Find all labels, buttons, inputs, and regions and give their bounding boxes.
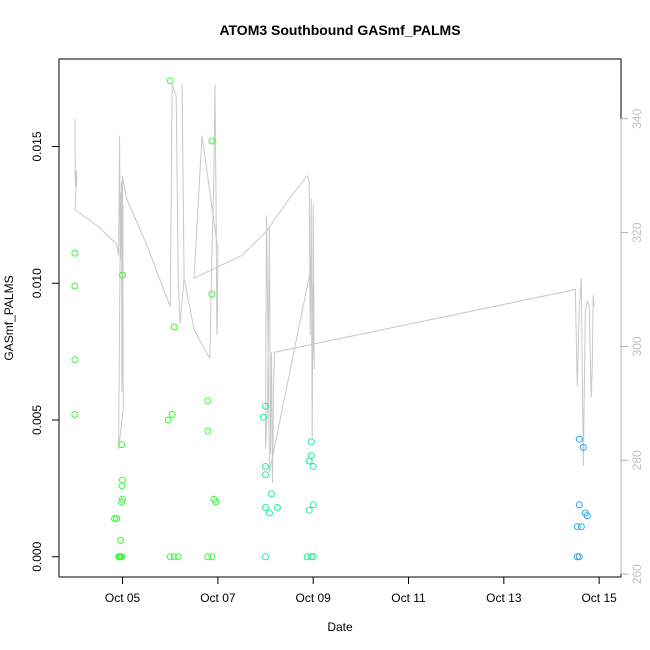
data-point <box>262 504 269 511</box>
data-point <box>170 553 178 561</box>
data-point <box>266 509 273 517</box>
data-point <box>71 411 79 418</box>
plot-frame <box>58 58 622 578</box>
data-point <box>118 441 126 449</box>
data-point <box>575 553 583 561</box>
data-point <box>71 249 79 257</box>
data-point <box>119 476 126 484</box>
data-point <box>164 416 172 424</box>
data-point <box>273 504 281 511</box>
data-point <box>573 553 581 561</box>
data-point <box>113 515 121 522</box>
x-tick-label: Oct 13 <box>486 591 522 605</box>
data-point <box>262 463 269 470</box>
points-layer <box>71 77 591 561</box>
y-tick-label: 0.000 <box>30 541 44 571</box>
x-tick-label: Oct 05 <box>105 591 141 605</box>
data-point <box>212 498 220 506</box>
data-point <box>262 553 269 561</box>
chart-title: ATOM3 Southbound GASmf_PALMS <box>219 22 460 38</box>
y2-tick-label: 260 <box>630 564 644 584</box>
data-point <box>166 553 174 561</box>
data-point <box>118 498 126 506</box>
data-point <box>111 515 119 522</box>
data-point <box>174 553 182 561</box>
x-tick-label: Oct 15 <box>581 591 617 605</box>
data-point <box>583 512 591 520</box>
y2-tick-label: 280 <box>630 450 644 470</box>
data-point <box>309 553 317 561</box>
data-point <box>305 506 313 514</box>
data-point <box>170 323 178 331</box>
data-point <box>166 77 174 85</box>
data-point <box>117 536 125 544</box>
x-tick-label: Oct 11 <box>391 591 426 605</box>
data-point <box>268 490 275 498</box>
data-point <box>577 523 585 531</box>
data-point <box>204 397 212 405</box>
x-tick-label: Oct 09 <box>296 591 332 605</box>
data-point <box>71 282 79 290</box>
data-point <box>71 356 79 364</box>
data-point <box>168 411 176 418</box>
data-point <box>307 553 315 561</box>
secondary-line-layer <box>74 84 595 484</box>
secondary-series-line <box>74 84 595 484</box>
data-point <box>309 501 317 509</box>
x-tick-label: Oct 07 <box>200 591 236 605</box>
data-point <box>208 137 216 145</box>
data-point <box>305 457 313 465</box>
data-point <box>575 501 583 509</box>
data-point <box>309 463 317 470</box>
data-point <box>575 435 583 443</box>
data-point <box>204 427 212 435</box>
x-axis-label: Date <box>327 620 353 634</box>
y-tick-label: 0.005 <box>30 405 44 435</box>
axes-layer: Oct 05 Oct 07 Oct 09 Oct 11 Oct 13 Oct 15 0.00… <box>30 108 644 605</box>
data-point <box>307 438 315 446</box>
y-tick-label: 0.015 <box>30 131 44 161</box>
data-point <box>262 402 269 410</box>
data-point <box>260 413 267 421</box>
y2-tick-label: 340 <box>630 108 644 128</box>
data-point <box>119 495 126 503</box>
data-point <box>573 523 581 531</box>
data-point <box>579 443 587 451</box>
data-point <box>208 553 216 561</box>
y2-tick-label: 300 <box>630 336 644 356</box>
y-tick-label: 0.010 <box>30 268 44 298</box>
y2-tick-label: 320 <box>630 222 644 242</box>
y-axis-label: GASmf_PALMS <box>2 275 16 360</box>
data-point <box>119 271 126 279</box>
data-point <box>208 290 216 298</box>
data-point <box>118 553 126 561</box>
data-point <box>204 553 212 561</box>
data-point <box>262 471 269 479</box>
